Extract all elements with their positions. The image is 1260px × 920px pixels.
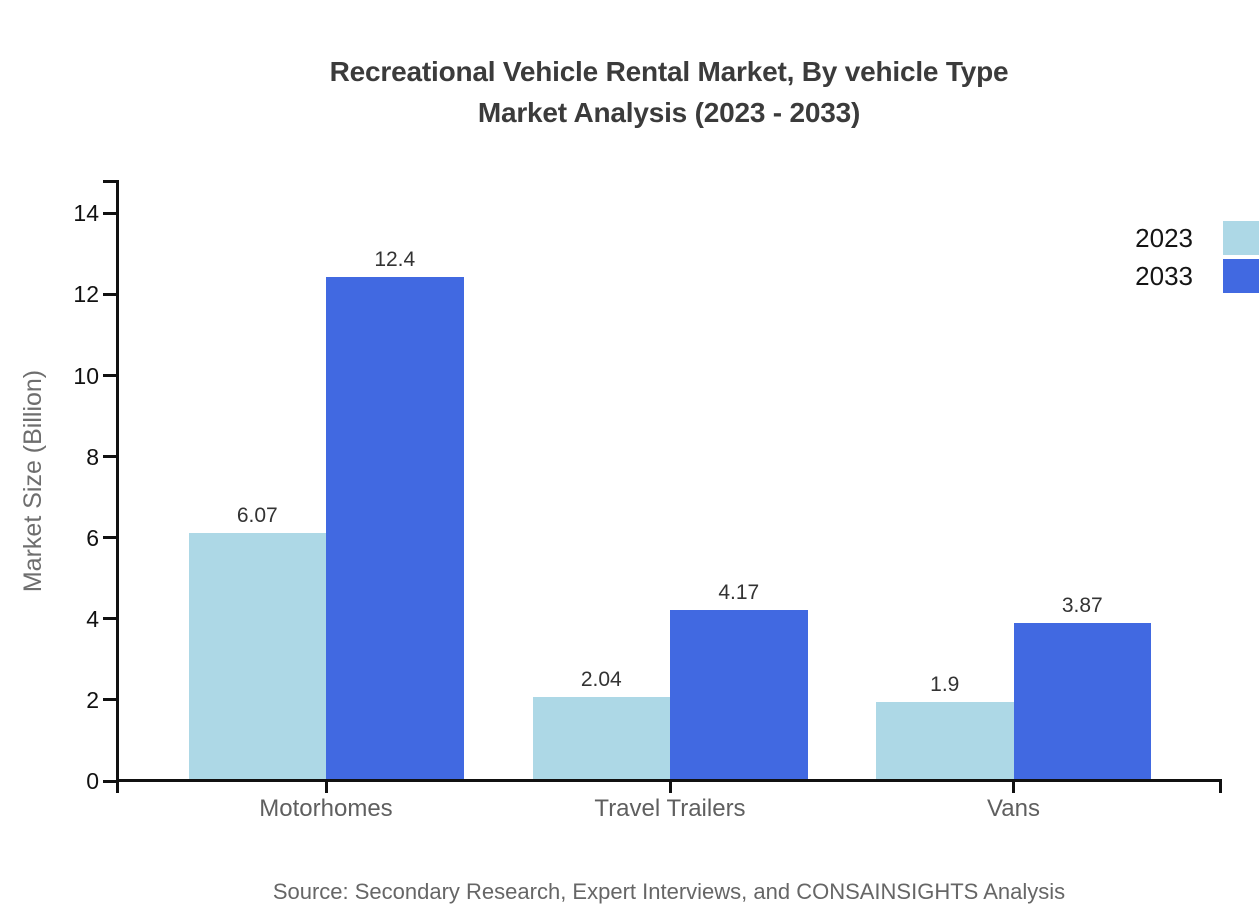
y-tick bbox=[103, 455, 116, 459]
y-tick bbox=[103, 292, 116, 296]
category-label: Travel Trailers bbox=[594, 795, 746, 822]
y-tick-label: 4 bbox=[86, 605, 99, 632]
y-tick bbox=[103, 211, 116, 215]
category-label: Vans bbox=[987, 795, 1040, 822]
y-tick-label: 6 bbox=[86, 524, 99, 551]
y-tick bbox=[103, 698, 116, 702]
legend-swatch-2023 bbox=[1223, 221, 1259, 255]
chart-title-line1: Recreational Vehicle Rental Market, By v… bbox=[329, 56, 1009, 87]
y-tick-label: 0 bbox=[86, 768, 99, 794]
chart-title-line2: Market Analysis (2023 - 2033) bbox=[477, 97, 861, 128]
bar-2023-motorhomes bbox=[188, 533, 326, 780]
category-label: Motorhomes bbox=[259, 795, 393, 822]
source-note: Source: Secondary Research, Expert Inter… bbox=[272, 879, 1066, 904]
y-tick bbox=[103, 536, 116, 540]
y-tick-label: 14 bbox=[73, 200, 99, 227]
y-axis-line bbox=[116, 180, 119, 793]
y-tick bbox=[103, 617, 116, 621]
x-tick bbox=[324, 781, 328, 793]
y-tick bbox=[103, 779, 116, 783]
y-tick-label: 12 bbox=[73, 281, 99, 308]
bar-2033-vans bbox=[1013, 622, 1151, 780]
bar-value-label-2023-motorhomes: 6.07 bbox=[236, 504, 278, 528]
bar-2023-vans bbox=[876, 702, 1014, 780]
legend-swatch-2033 bbox=[1223, 258, 1259, 293]
bar-value-label-2033-travel-trailers: 4.17 bbox=[718, 581, 760, 605]
y-axis-end-tick bbox=[103, 180, 116, 183]
y-tick-label: 10 bbox=[73, 362, 99, 389]
y-tick bbox=[103, 374, 116, 377]
bar-value-label-2033-motorhomes: 12.4 bbox=[374, 247, 416, 271]
bar-value-label-2023-vans: 1.9 bbox=[930, 673, 960, 697]
x-tick bbox=[1012, 781, 1015, 793]
bar-2033-travel-trailers bbox=[670, 610, 808, 780]
x-axis-line bbox=[116, 778, 1222, 782]
bar-2033-motorhomes bbox=[326, 276, 464, 780]
y-tick-label: 8 bbox=[86, 443, 99, 470]
bar-2023-travel-trailers bbox=[532, 696, 670, 780]
chart-title: Recreational Vehicle Rental Market, By v… bbox=[80, 51, 1258, 133]
x-axis-end-tick bbox=[1219, 778, 1222, 793]
x-tick bbox=[668, 781, 672, 793]
bar-value-label-2033-vans: 3.87 bbox=[1061, 593, 1103, 617]
legend-label-2033: 2033 bbox=[1135, 260, 1193, 291]
legend-label-2023: 2023 bbox=[1135, 223, 1193, 253]
y-tick-label: 2 bbox=[86, 686, 99, 713]
bar-value-label-2023-travel-trailers: 2.04 bbox=[580, 667, 622, 691]
